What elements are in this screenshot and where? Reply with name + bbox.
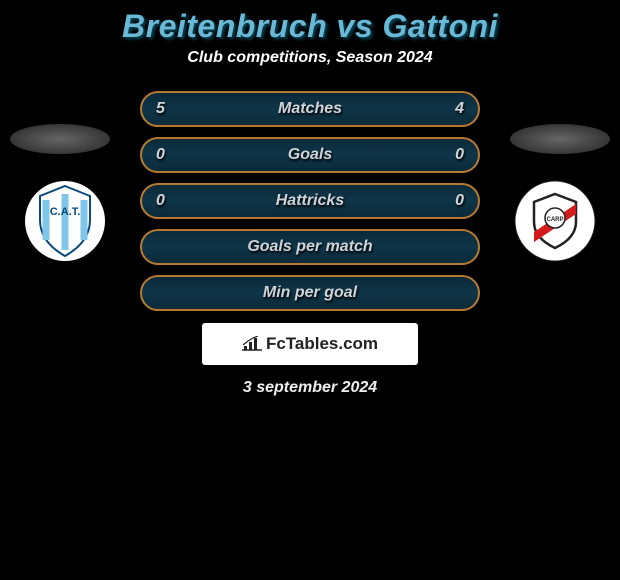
stat-label: Min per goal <box>263 284 357 302</box>
stat-row-hattricks: 0 Hattricks 0 <box>140 183 480 219</box>
subtitle: Club competitions, Season 2024 <box>0 49 620 67</box>
stat-left-value: 0 <box>156 146 165 164</box>
stat-row-goals: 0 Goals 0 <box>140 137 480 173</box>
stat-label: Goals per match <box>247 238 372 256</box>
bar-chart-icon <box>242 336 262 352</box>
brand-text: FcTables.com <box>266 334 378 354</box>
stat-row-matches: 5 Matches 4 <box>140 91 480 127</box>
stats-rows: 5 Matches 4 0 Goals 0 0 Hattricks 0 Goal… <box>0 91 620 311</box>
stats-card: Breitenbruch vs Gattoni Club competition… <box>0 0 620 580</box>
stat-left-value: 0 <box>156 192 165 210</box>
date-label: 3 september 2024 <box>0 379 620 397</box>
stat-row-goals-per-match: Goals per match <box>140 229 480 265</box>
brand-logo[interactable]: FcTables.com <box>202 323 418 365</box>
stat-label: Hattricks <box>276 192 344 210</box>
stat-left-value: 5 <box>156 100 165 118</box>
stat-row-min-per-goal: Min per goal <box>140 275 480 311</box>
brand-left: Fc <box>266 334 286 353</box>
stat-right-value: 4 <box>455 100 464 118</box>
stat-label: Matches <box>278 100 342 118</box>
stat-right-value: 0 <box>455 146 464 164</box>
brand-right: Tables.com <box>286 334 378 353</box>
page-title: Breitenbruch vs Gattoni <box>0 0 620 49</box>
stat-label: Goals <box>288 146 332 164</box>
stat-right-value: 0 <box>455 192 464 210</box>
